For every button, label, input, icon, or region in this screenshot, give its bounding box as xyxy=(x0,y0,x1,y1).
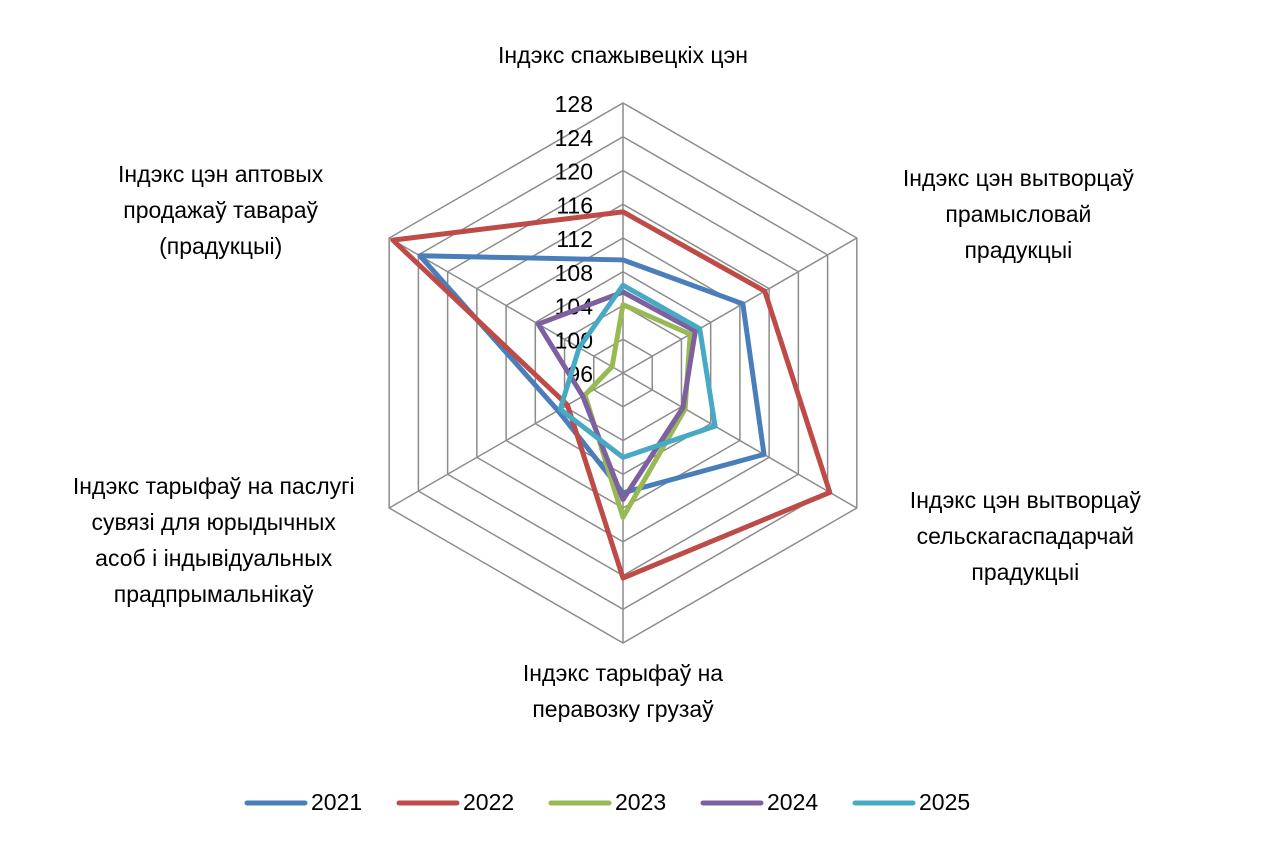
tick-label: 120 xyxy=(555,159,593,185)
legend-label: 2022 xyxy=(463,789,514,815)
legend-label: 2023 xyxy=(615,789,666,815)
tick-label: 124 xyxy=(555,125,594,151)
spoke xyxy=(388,237,624,374)
category-label: Індэкс цэн вытворцаў прамысловай прадукц… xyxy=(902,165,1134,263)
legend-label: 2024 xyxy=(767,789,818,815)
category-label: Індэкс спажывецкіх цэн xyxy=(498,42,748,68)
series-line xyxy=(535,289,698,503)
tick-label: 112 xyxy=(556,226,593,252)
tick-label: 108 xyxy=(555,260,593,286)
legend-label: 2025 xyxy=(919,789,970,815)
category-label: Індэкс тарыфаў на перавозку грузаў xyxy=(522,660,724,722)
series-line xyxy=(390,209,833,581)
category-label: Індэкс цэн вытворцаў сельскагаспадарчай … xyxy=(909,487,1141,585)
series-line xyxy=(582,302,693,520)
spoke xyxy=(622,237,858,374)
category-label: Індэкс цэн аптовых продажаў тавараў (пра… xyxy=(118,161,324,259)
spoke xyxy=(622,372,858,509)
category-label: Індэкс тарыфаў на паслугі сувязі для юры… xyxy=(72,473,355,607)
legend-label: 2021 xyxy=(311,789,362,815)
tick-label: 128 xyxy=(555,91,593,117)
series-line xyxy=(557,282,718,460)
